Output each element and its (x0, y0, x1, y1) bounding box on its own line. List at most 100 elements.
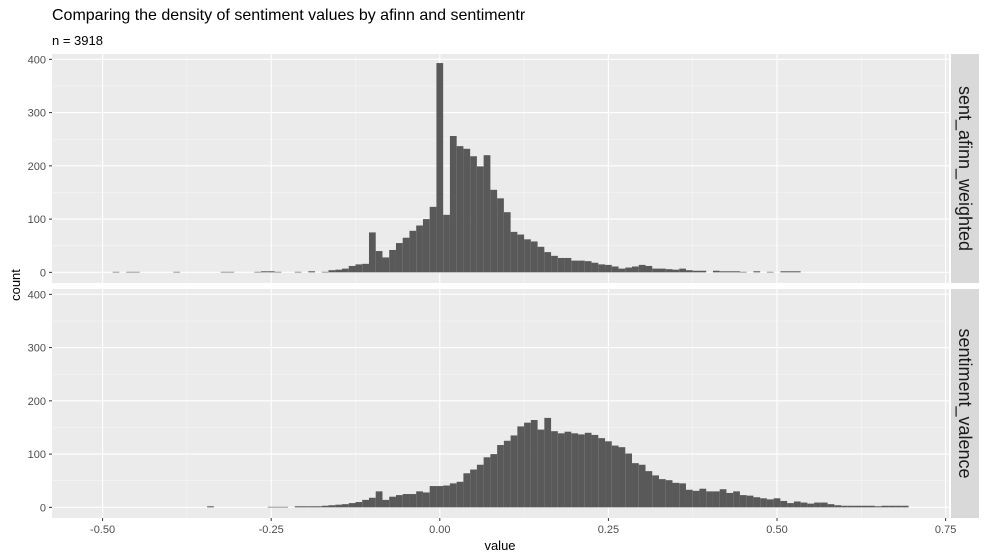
histogram-bar (362, 499, 369, 508)
histogram-bar (847, 505, 855, 508)
histogram-bar (294, 506, 302, 508)
histogram-bar (503, 440, 511, 508)
histogram-bar (658, 268, 666, 273)
histogram-bar (685, 489, 693, 508)
y-tick-label: 300 (28, 343, 46, 355)
x-axis-title: value (484, 538, 515, 553)
histogram-bar (591, 434, 599, 508)
histogram-bar (726, 492, 734, 508)
histogram-bar (638, 264, 646, 273)
histogram-bar (699, 488, 707, 508)
histogram-bar (395, 243, 403, 273)
histogram-bar (780, 271, 788, 273)
histogram-bar (517, 234, 525, 273)
histogram-bar (807, 503, 815, 508)
histogram-bar (793, 501, 801, 508)
histogram-bar (422, 219, 430, 273)
histogram-bar (564, 431, 572, 508)
histogram-bar (463, 148, 471, 273)
histogram-bar (551, 255, 558, 273)
x-tick-label: 0.25 (598, 524, 619, 536)
histogram-bar (416, 225, 423, 273)
histogram-bar (719, 271, 727, 273)
histogram-bar (760, 498, 767, 508)
histogram-bar (746, 495, 754, 508)
histogram-bar (827, 504, 835, 508)
histogram-bar (409, 494, 417, 508)
histogram-bar (470, 156, 477, 273)
histogram-bar (605, 441, 612, 508)
histogram-bar (490, 454, 498, 508)
histogram-bar (706, 491, 713, 508)
histogram-bar (456, 146, 464, 273)
y-axis-title: count (8, 269, 23, 301)
histogram-bar (692, 490, 700, 508)
histogram-bar (868, 505, 875, 508)
histogram-bar (733, 271, 740, 273)
histogram-bar (719, 489, 727, 508)
histogram-bar (436, 486, 444, 508)
histogram-bar (739, 271, 747, 273)
histogram-bar (274, 271, 282, 273)
histogram-bar (510, 435, 518, 508)
histogram-bar (584, 432, 592, 508)
panel-sentiment-valence: 0 100 200 300 400 sentiment_valence (28, 289, 979, 518)
histogram-bar (605, 264, 612, 273)
facet-strip-label: sent_afinn_weighted (954, 86, 975, 251)
histogram-bar (699, 270, 707, 273)
histogram-bar (375, 491, 383, 508)
histogram-bar (490, 189, 498, 273)
histogram-bar (658, 479, 666, 508)
histogram-bar (665, 269, 673, 273)
histogram-bar (814, 502, 821, 508)
histogram-bar (328, 505, 336, 508)
histogram-bar (497, 445, 504, 508)
histogram-bar (557, 433, 565, 508)
y-tick-label: 400 (28, 54, 46, 66)
histogram-bar (557, 257, 565, 273)
histogram-bar (598, 438, 606, 508)
histogram-bar (497, 198, 504, 273)
histogram-bar (267, 271, 275, 273)
histogram-bar (321, 505, 329, 508)
x-tick-label: 0.50 (766, 524, 787, 536)
histogram-bar (578, 434, 585, 508)
histogram-bar (429, 206, 437, 273)
histogram-bar (733, 491, 740, 508)
histogram-bar (571, 260, 579, 273)
histogram-bar (132, 271, 140, 273)
histogram-bar (261, 271, 268, 273)
histogram-bar (315, 506, 322, 508)
histogram-bar (443, 214, 450, 273)
histogram-bar (449, 136, 457, 273)
histogram-bar (254, 271, 262, 273)
histogram-bar (375, 251, 383, 273)
histogram-bar (544, 417, 552, 508)
histogram-bar (355, 264, 363, 273)
x-axis: -0.50 -0.25 0.00 0.25 0.50 0.75 (90, 518, 956, 536)
histogram-bar (449, 483, 457, 508)
histogram-bar (578, 260, 585, 273)
x-tick-label: 0.75 (935, 524, 956, 536)
histogram-bar (382, 499, 390, 508)
histogram-bar (679, 483, 686, 508)
histogram-bar (173, 271, 181, 273)
histogram-bar (463, 473, 471, 508)
facet-strip (951, 54, 979, 283)
histogram-bar (766, 499, 774, 508)
histogram-bar (712, 270, 720, 273)
y-tick-label: 200 (28, 161, 46, 173)
histogram-bar (874, 506, 882, 508)
histogram-bar (382, 257, 390, 273)
histogram-bar (422, 492, 430, 508)
histogram-bar (301, 506, 309, 508)
histogram-bar (348, 503, 356, 508)
y-tick-label: 200 (28, 396, 46, 408)
facet-strip-label: sentiment_valence (954, 328, 975, 478)
histogram-bar (409, 230, 417, 273)
histogram-bar (348, 265, 356, 273)
histogram-bar (308, 506, 316, 508)
histogram-bar (483, 155, 491, 273)
histogram-bar (800, 502, 808, 508)
histogram-bar (773, 498, 781, 508)
